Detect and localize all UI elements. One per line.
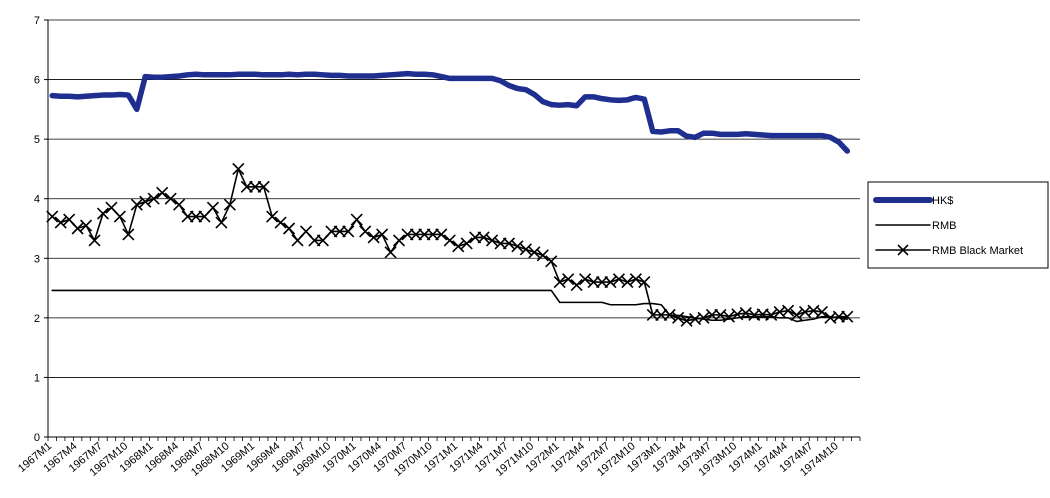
y-tick-label: 1 xyxy=(34,372,40,384)
data-point-marker xyxy=(485,234,499,247)
data-point-marker xyxy=(579,273,592,286)
data-point-marker xyxy=(672,311,685,324)
data-point-marker xyxy=(477,231,490,244)
data-point-marker xyxy=(122,228,135,241)
y-tick-label: 7 xyxy=(34,15,40,27)
data-point-marker xyxy=(266,210,279,223)
data-point-marker xyxy=(629,273,642,286)
data-point-marker xyxy=(722,310,735,323)
data-point-marker xyxy=(443,234,456,247)
data-point-marker xyxy=(88,234,101,247)
data-point-marker xyxy=(384,246,397,259)
y-tick-label: 4 xyxy=(34,194,40,206)
legend-label: HK$ xyxy=(932,195,953,207)
y-tick-label: 5 xyxy=(34,134,40,146)
data-point-marker xyxy=(612,273,626,286)
data-point-marker xyxy=(765,308,778,321)
data-point-marker xyxy=(215,216,228,229)
y-tick-label: 0 xyxy=(34,432,40,444)
data-point-marker xyxy=(528,246,541,259)
data-point-marker xyxy=(342,225,355,238)
data-point-marker xyxy=(376,228,389,241)
y-tick-label: 2 xyxy=(34,313,40,325)
data-point-marker xyxy=(545,255,558,268)
legend-label: RMB Black Market xyxy=(932,245,1023,257)
data-point-marker xyxy=(697,311,710,324)
data-point-marker xyxy=(79,219,93,232)
data-point-marker xyxy=(790,308,803,321)
legend: HK$ RMB RMB Black Market xyxy=(867,181,1049,269)
data-point-marker xyxy=(452,240,465,253)
series-hk- xyxy=(49,70,851,154)
data-point-marker xyxy=(536,249,549,262)
data-point-marker xyxy=(841,310,854,323)
series-line xyxy=(49,70,851,154)
legend-label: RMB xyxy=(932,220,956,232)
series xyxy=(46,70,854,327)
data-point-marker xyxy=(435,228,448,241)
data-point-marker xyxy=(223,198,236,211)
data-point-marker xyxy=(815,305,829,318)
data-point-marker xyxy=(96,207,110,220)
data-point-marker xyxy=(782,304,795,317)
data-point-marker xyxy=(257,180,270,193)
data-point-marker xyxy=(621,276,634,289)
data-point-marker xyxy=(164,192,177,205)
data-point-marker xyxy=(232,162,245,175)
data-point-marker xyxy=(54,216,67,229)
legend-marker xyxy=(897,244,909,256)
data-point-marker xyxy=(570,279,583,292)
y-tick-label: 6 xyxy=(34,75,40,87)
data-point-marker xyxy=(502,237,516,250)
data-point-marker xyxy=(519,243,532,256)
data-point-marker xyxy=(511,240,524,253)
data-point-marker xyxy=(130,198,143,211)
data-point-marker xyxy=(274,216,287,229)
series-rmb-black-market xyxy=(46,162,854,327)
data-point-marker xyxy=(173,198,186,211)
data-point-marker xyxy=(604,276,617,289)
data-point-marker xyxy=(139,195,152,208)
data-point-marker xyxy=(282,222,296,235)
data-point-marker xyxy=(71,222,84,235)
data-point-marker xyxy=(350,213,363,226)
data-point-marker xyxy=(367,231,380,244)
data-point-marker xyxy=(46,210,59,223)
data-point-marker xyxy=(156,186,169,199)
data-point-marker xyxy=(392,234,406,247)
data-point-marker xyxy=(460,237,473,250)
data-point-marker xyxy=(359,225,372,238)
y-tick-label: 3 xyxy=(34,253,40,265)
data-point-marker xyxy=(206,201,220,214)
data-point-marker xyxy=(553,276,566,289)
data-point-marker xyxy=(638,276,651,289)
data-point-marker xyxy=(147,192,160,205)
data-point-marker xyxy=(562,273,575,286)
series-line xyxy=(51,168,849,322)
data-point-marker xyxy=(113,210,126,223)
data-point-marker xyxy=(663,308,676,321)
